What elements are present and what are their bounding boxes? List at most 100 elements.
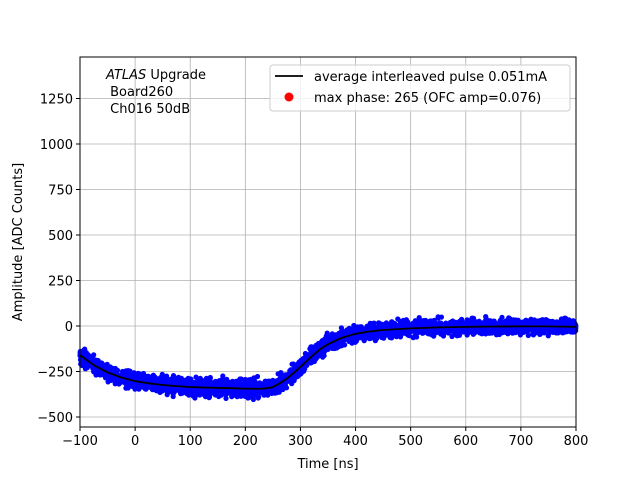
x-tick-label: 200 <box>233 434 258 449</box>
scatter-point <box>404 319 411 325</box>
scatter-point <box>194 392 200 398</box>
x-tick-label: 300 <box>288 434 313 449</box>
scatter-point <box>220 373 226 379</box>
scatter-point <box>351 322 357 329</box>
scatter-point <box>410 328 416 334</box>
ticks: −100 0 100 200 300 400 500 600 700 800 −500 −250 0 25… <box>37 92 588 449</box>
scatter-point <box>298 359 304 365</box>
scatter-point <box>447 326 453 333</box>
scatter-point <box>486 330 492 336</box>
scatter-point <box>203 388 209 394</box>
y-tick-label: 1250 <box>40 92 73 107</box>
scatter-point <box>158 388 164 394</box>
scatter-point <box>333 343 339 349</box>
y-tick-label: −500 <box>37 411 73 426</box>
scatter-point <box>274 390 280 396</box>
legend-dot-marker <box>284 92 294 102</box>
scatter-point <box>512 328 518 334</box>
scatter-point <box>468 319 474 325</box>
scatter-point <box>397 334 404 340</box>
y-tick-label: 500 <box>48 229 73 244</box>
scatter-point <box>110 368 116 374</box>
scatter-point <box>102 365 108 371</box>
scatter-point <box>262 378 268 384</box>
scatter-point <box>126 374 132 380</box>
scatter-point <box>162 374 168 380</box>
scatter-point <box>195 378 201 384</box>
scatter-point <box>165 379 171 386</box>
x-tick-label: 100 <box>178 434 203 449</box>
scatter-point <box>135 370 141 376</box>
scatter-point <box>406 331 412 337</box>
scatter-point <box>537 328 543 334</box>
scatter-point <box>438 320 444 327</box>
scatter-point <box>145 373 151 379</box>
scatter-point <box>400 317 406 323</box>
scatter-point <box>567 319 573 325</box>
scatter-point <box>437 327 443 333</box>
scatter-point <box>348 328 354 334</box>
scatter-point <box>483 326 490 332</box>
scatter-point <box>365 324 371 330</box>
y-tick-label: 1000 <box>40 138 73 153</box>
scatter-point <box>126 380 132 386</box>
svg-text:ATLAS Upgrade: ATLAS Upgrade <box>105 68 206 83</box>
x-tick-label: −100 <box>62 434 98 449</box>
scatter-point <box>312 355 318 361</box>
scatter-point <box>435 314 441 320</box>
scatter-point <box>182 387 189 393</box>
scatter-point <box>477 320 484 326</box>
scatter-point <box>253 381 259 387</box>
scatter-point <box>505 331 511 337</box>
scatter-point <box>169 375 175 382</box>
scatter-point <box>351 335 357 341</box>
scatter-point <box>525 332 531 339</box>
x-tick-label: 700 <box>508 434 533 449</box>
scatter-point <box>414 334 420 340</box>
scatter-point <box>289 381 295 387</box>
scatter-point <box>570 327 576 333</box>
scatter-point <box>212 379 218 385</box>
scatter-point <box>338 331 344 338</box>
scatter-point <box>207 374 213 381</box>
y-tick-label: 0 <box>65 320 73 335</box>
scatter-point <box>517 332 524 338</box>
scatter-point <box>254 373 261 380</box>
scatter-point <box>443 320 449 326</box>
scatter-point <box>91 358 97 364</box>
scatter-point <box>475 328 481 334</box>
scatter-point <box>82 346 88 352</box>
scatter-point <box>266 390 272 396</box>
scatter-point <box>327 336 333 343</box>
scatter-point <box>245 381 251 387</box>
scatter-point <box>143 386 149 392</box>
scatter-point <box>171 385 177 391</box>
scatter-point <box>515 317 521 323</box>
scatter-point <box>209 387 215 393</box>
scatter-point <box>204 382 210 388</box>
scatter-point <box>308 344 314 350</box>
scatter-point <box>223 395 229 401</box>
y-tick-label: 750 <box>48 183 73 198</box>
scatter-point <box>118 378 124 384</box>
x-tick-label: 800 <box>564 434 589 449</box>
legend: average interleaved pulse 0.051mA max ph… <box>269 64 571 112</box>
average-pulse-line <box>79 325 577 390</box>
scatter-point <box>557 329 563 335</box>
x-tick-label: 0 <box>131 434 139 449</box>
annotation-board: Board260 <box>106 85 173 100</box>
scatter-point <box>417 318 423 324</box>
scatter-point <box>177 388 183 394</box>
scatter-point <box>78 361 84 367</box>
x-tick-label: 600 <box>453 434 478 449</box>
scatter-point <box>175 379 181 385</box>
legend-entry-max-phase: max phase: 265 (OFC amp=0.076) <box>314 91 541 106</box>
y-tick-label: −250 <box>37 365 73 380</box>
scatter-point <box>464 332 470 338</box>
scatter-point <box>376 331 382 337</box>
scatter-point <box>394 334 400 340</box>
scatter-point <box>377 321 383 327</box>
scatter-point <box>453 327 459 333</box>
scatter-point <box>498 326 504 332</box>
